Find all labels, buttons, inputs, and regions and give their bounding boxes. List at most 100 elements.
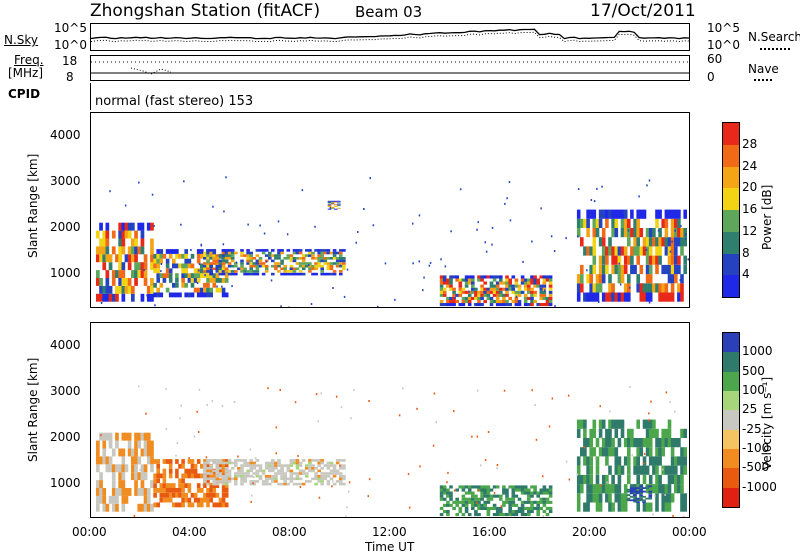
power-cell bbox=[209, 278, 213, 283]
power-cell bbox=[264, 264, 269, 268]
velocity-cell bbox=[168, 463, 173, 469]
power-cell bbox=[277, 257, 281, 260]
velocity-cell bbox=[648, 497, 653, 500]
power-cell bbox=[680, 274, 684, 284]
velocity-cell bbox=[127, 488, 132, 496]
velocity-cell bbox=[329, 472, 334, 475]
power-cell bbox=[545, 296, 550, 300]
velocity-cell bbox=[181, 478, 185, 484]
velocity-cell bbox=[483, 500, 487, 504]
velocity-cell bbox=[246, 469, 250, 473]
power-cell bbox=[140, 238, 145, 247]
power-cell bbox=[280, 262, 284, 265]
power-speckle bbox=[598, 300, 600, 303]
power-cell bbox=[252, 264, 257, 268]
velocity-cell bbox=[115, 432, 119, 441]
power-ytick-3000: 3000 bbox=[50, 174, 81, 188]
velocity-cell bbox=[586, 484, 590, 494]
power-cell bbox=[292, 272, 297, 276]
velocity-cell bbox=[227, 474, 232, 478]
power-cell bbox=[121, 293, 126, 302]
velocity-cell bbox=[178, 488, 182, 493]
power-cell bbox=[227, 254, 232, 257]
velocity-cell bbox=[295, 477, 300, 481]
velocity-cell bbox=[667, 484, 672, 494]
power-cell bbox=[230, 254, 235, 257]
power-cell bbox=[249, 267, 253, 271]
xtick-0: 00:00 bbox=[72, 525, 107, 539]
velocity-cell bbox=[181, 497, 185, 503]
velocity-cell bbox=[539, 497, 544, 501]
velocity-cell bbox=[308, 464, 312, 467]
power-cell bbox=[530, 296, 534, 300]
power-cell bbox=[480, 275, 484, 279]
velocity-cell bbox=[283, 472, 287, 475]
nave-label: Nave bbox=[748, 62, 779, 76]
power-cell bbox=[589, 264, 593, 275]
velocity-cell bbox=[455, 500, 459, 504]
velocity-cell bbox=[215, 474, 220, 478]
velocity-cell bbox=[286, 477, 291, 481]
velocity-cell bbox=[514, 510, 519, 514]
velocity-cell bbox=[187, 459, 192, 464]
power-cell bbox=[121, 278, 126, 286]
velocity-speckle bbox=[221, 404, 224, 407]
power-cell bbox=[246, 270, 250, 273]
power-cell bbox=[576, 228, 581, 238]
power-cell bbox=[156, 249, 160, 254]
velocity-cell bbox=[595, 484, 600, 494]
power-cell bbox=[508, 303, 512, 307]
power-cell bbox=[153, 253, 157, 259]
velocity-cell bbox=[289, 477, 294, 481]
power-cell bbox=[224, 273, 229, 278]
power-cell bbox=[592, 264, 597, 275]
velocity-speckle bbox=[447, 471, 449, 474]
velocity-cell bbox=[243, 480, 247, 483]
velocity-cell bbox=[598, 447, 603, 457]
velocity-cell bbox=[96, 448, 100, 457]
velocity-cell bbox=[268, 467, 272, 470]
velocity-cell bbox=[629, 488, 634, 491]
velocity-cell bbox=[502, 503, 506, 507]
velocity-cell bbox=[224, 492, 229, 498]
velocity-cell bbox=[261, 469, 266, 473]
velocity-cell bbox=[636, 487, 640, 489]
power-cell bbox=[608, 274, 612, 284]
velocity-cell bbox=[483, 506, 487, 510]
power-cell bbox=[131, 222, 135, 231]
velocity-colorbar-tick: -500 bbox=[742, 460, 770, 475]
velocity-cell bbox=[153, 488, 157, 493]
velocity-cell bbox=[505, 494, 509, 498]
velocity-cell bbox=[200, 463, 204, 469]
power-speckle bbox=[680, 225, 682, 228]
power-speckle bbox=[314, 225, 316, 228]
velocity-cell bbox=[530, 503, 534, 507]
velocity-cell bbox=[677, 484, 681, 494]
velocity-cell bbox=[576, 484, 581, 494]
velocity-cell bbox=[480, 503, 484, 507]
velocity-cell bbox=[320, 480, 324, 483]
power-cell bbox=[630, 228, 634, 238]
power-cell bbox=[471, 275, 475, 279]
power-cell bbox=[680, 237, 684, 247]
velocity-cell bbox=[642, 490, 646, 493]
power-cell bbox=[140, 270, 145, 278]
velocity-cell bbox=[601, 447, 606, 457]
power-cell bbox=[111, 278, 116, 286]
power-cell bbox=[623, 255, 628, 265]
power-cell bbox=[96, 270, 100, 278]
power-cell bbox=[542, 303, 547, 307]
velocity-speckle bbox=[253, 475, 255, 478]
power-cell bbox=[623, 228, 628, 238]
velocity-cell bbox=[237, 474, 241, 478]
power-cell bbox=[461, 303, 466, 307]
power-cell bbox=[134, 246, 138, 255]
velocity-cell bbox=[642, 502, 647, 512]
power-cell bbox=[134, 254, 138, 263]
power-cell bbox=[102, 262, 107, 271]
velocity-cell bbox=[140, 464, 145, 473]
power-speckle bbox=[601, 185, 603, 188]
velocity-cell bbox=[326, 472, 331, 475]
power-cell bbox=[530, 300, 534, 304]
velocity-cell bbox=[115, 464, 119, 473]
